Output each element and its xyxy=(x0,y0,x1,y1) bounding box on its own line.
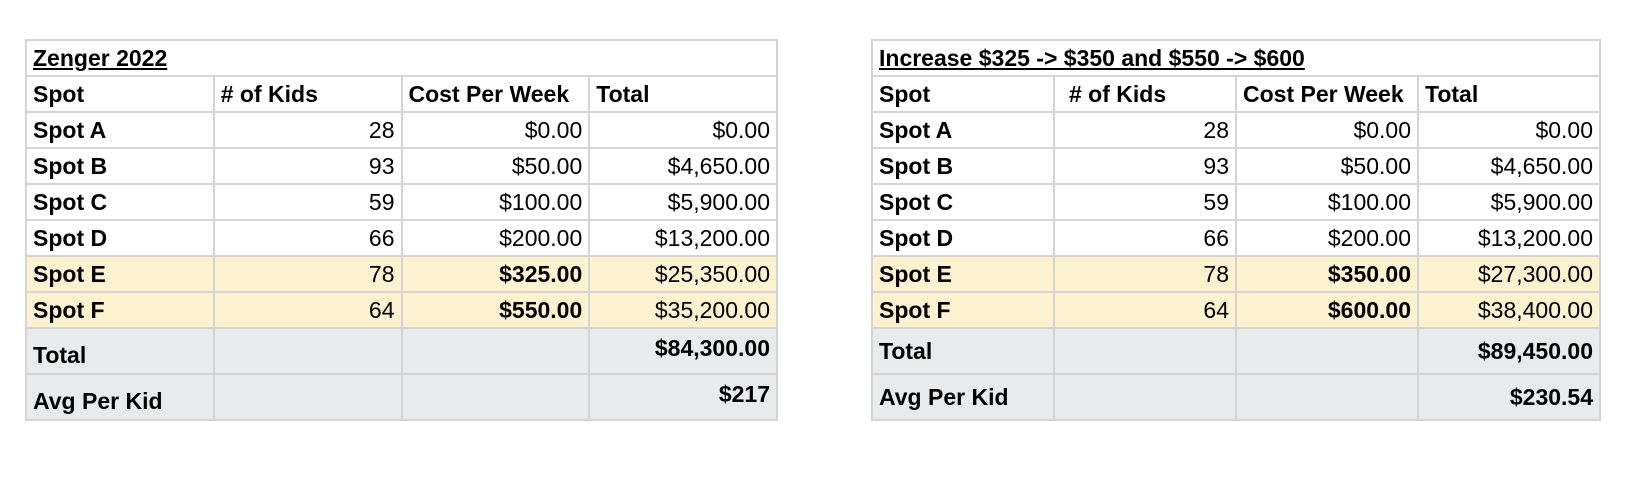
empty-cell[interactable] xyxy=(212,327,403,375)
spot-cell[interactable]: Spot F xyxy=(871,291,1055,329)
total-cell[interactable]: $25,350.00 xyxy=(588,255,778,293)
total-cell[interactable]: $5,900.00 xyxy=(1417,183,1601,221)
kids-cell[interactable]: 64 xyxy=(212,291,403,329)
kids-cell[interactable]: 64 xyxy=(1053,291,1237,329)
header-spot[interactable]: Spot xyxy=(871,75,1055,113)
header-cost-per-week[interactable]: Cost Per Week xyxy=(1235,75,1419,113)
kids-cell[interactable]: 78 xyxy=(1053,255,1237,293)
header-row: Spot # of Kids Cost Per Week Total xyxy=(25,75,778,113)
spot-cell[interactable]: Spot D xyxy=(25,219,215,257)
total-cell[interactable]: $4,650.00 xyxy=(1417,147,1601,185)
table-row-highlighted: Spot F 64 $550.00 $35,200.00 xyxy=(25,291,778,329)
kids-cell[interactable]: 66 xyxy=(212,219,403,257)
empty-cell[interactable] xyxy=(212,373,403,421)
spot-cell[interactable]: Spot E xyxy=(25,255,215,293)
total-cell[interactable]: $0.00 xyxy=(1417,111,1601,149)
header-kids[interactable]: # of Kids xyxy=(212,75,403,113)
cost-cell[interactable]: $325.00 xyxy=(400,255,591,293)
table-row-highlighted: Spot E 78 $350.00 $27,300.00 xyxy=(871,255,1601,293)
kids-cell[interactable]: 59 xyxy=(1053,183,1237,221)
table-title[interactable]: Zenger 2022 xyxy=(25,39,778,77)
grand-total-value[interactable]: $84,300.00 xyxy=(588,327,778,375)
table-row: Spot D 66 $200.00 $13,200.00 xyxy=(25,219,778,257)
kids-cell[interactable]: 78 xyxy=(212,255,403,293)
spot-cell[interactable]: Spot B xyxy=(25,147,215,185)
header-total[interactable]: Total xyxy=(1417,75,1601,113)
empty-cell[interactable] xyxy=(1235,327,1419,375)
empty-cell[interactable] xyxy=(400,373,591,421)
header-spot[interactable]: Spot xyxy=(25,75,215,113)
cost-cell[interactable]: $200.00 xyxy=(1235,219,1419,257)
spot-cell[interactable]: Spot C xyxy=(871,183,1055,221)
total-cell[interactable]: $13,200.00 xyxy=(1417,219,1601,257)
avg-per-kid-value[interactable]: $230.54 xyxy=(1417,373,1601,421)
total-label[interactable]: Total xyxy=(25,327,215,375)
total-row: Total $89,450.00 xyxy=(871,327,1601,375)
avg-per-kid-value[interactable]: $217 xyxy=(588,373,778,421)
header-row: Spot # of Kids Cost Per Week Total xyxy=(871,75,1601,113)
total-row: Total $84,300.00 xyxy=(25,327,778,375)
table-title[interactable]: Increase $325 -> $350 and $550 -> $600 xyxy=(871,39,1601,77)
kids-cell[interactable]: 59 xyxy=(212,183,403,221)
cost-cell[interactable]: $100.00 xyxy=(1235,183,1419,221)
table-row: Spot A 28 $0.00 $0.00 xyxy=(871,111,1601,149)
total-cell[interactable]: $5,900.00 xyxy=(588,183,778,221)
table-row: Spot D 66 $200.00 $13,200.00 xyxy=(871,219,1601,257)
kids-cell[interactable]: 66 xyxy=(1053,219,1237,257)
title-row: Zenger 2022 xyxy=(25,39,778,77)
table-row: Spot C 59 $100.00 $5,900.00 xyxy=(871,183,1601,221)
spot-cell[interactable]: Spot E xyxy=(871,255,1055,293)
header-total[interactable]: Total xyxy=(588,75,778,113)
kids-cell[interactable]: 28 xyxy=(212,111,403,149)
avg-row: Avg Per Kid $230.54 xyxy=(871,373,1601,421)
total-cell[interactable]: $0.00 xyxy=(588,111,778,149)
kids-cell[interactable]: 28 xyxy=(1053,111,1237,149)
table-row: Spot C 59 $100.00 $5,900.00 xyxy=(25,183,778,221)
grand-total-value[interactable]: $89,450.00 xyxy=(1417,327,1601,375)
avg-row: Avg Per Kid $217 xyxy=(25,373,778,421)
spot-cell[interactable]: Spot B xyxy=(871,147,1055,185)
total-cell[interactable]: $4,650.00 xyxy=(588,147,778,185)
sheet-increase-scenario: Increase $325 -> $350 and $550 -> $600 S… xyxy=(871,39,1601,421)
avg-label[interactable]: Avg Per Kid xyxy=(871,373,1055,421)
total-cell[interactable]: $13,200.00 xyxy=(588,219,778,257)
cost-cell[interactable]: $550.00 xyxy=(400,291,591,329)
empty-cell[interactable] xyxy=(1235,373,1419,421)
table-row-highlighted: Spot F 64 $600.00 $38,400.00 xyxy=(871,291,1601,329)
kids-cell[interactable]: 93 xyxy=(1053,147,1237,185)
cost-cell[interactable]: $0.00 xyxy=(1235,111,1419,149)
spot-cell[interactable]: Spot C xyxy=(25,183,215,221)
total-label[interactable]: Total xyxy=(871,327,1055,375)
table-row-highlighted: Spot E 78 $325.00 $25,350.00 xyxy=(25,255,778,293)
spot-cell[interactable]: Spot D xyxy=(871,219,1055,257)
table-row: Spot A 28 $0.00 $0.00 xyxy=(25,111,778,149)
cost-cell[interactable]: $50.00 xyxy=(1235,147,1419,185)
total-cell[interactable]: $35,200.00 xyxy=(588,291,778,329)
spot-cell[interactable]: Spot F xyxy=(25,291,215,329)
spot-cell[interactable]: Spot A xyxy=(871,111,1055,149)
table-row: Spot B 93 $50.00 $4,650.00 xyxy=(25,147,778,185)
avg-label[interactable]: Avg Per Kid xyxy=(25,373,215,421)
spot-cell[interactable]: Spot A xyxy=(25,111,215,149)
header-kids[interactable]: # of Kids xyxy=(1053,75,1237,113)
cost-cell[interactable]: $100.00 xyxy=(400,183,591,221)
total-cell[interactable]: $27,300.00 xyxy=(1417,255,1601,293)
empty-cell[interactable] xyxy=(1053,327,1237,375)
cost-cell[interactable]: $200.00 xyxy=(400,219,591,257)
empty-cell[interactable] xyxy=(400,327,591,375)
total-cell[interactable]: $38,400.00 xyxy=(1417,291,1601,329)
cost-cell[interactable]: $350.00 xyxy=(1235,255,1419,293)
sheet-zenger-2022: Zenger 2022 Spot # of Kids Cost Per Week… xyxy=(25,39,778,421)
cost-cell[interactable]: $600.00 xyxy=(1235,291,1419,329)
cost-cell[interactable]: $50.00 xyxy=(400,147,591,185)
kids-cell[interactable]: 93 xyxy=(212,147,403,185)
cost-cell[interactable]: $0.00 xyxy=(400,111,591,149)
empty-cell[interactable] xyxy=(1053,373,1237,421)
header-cost-per-week[interactable]: Cost Per Week xyxy=(400,75,591,113)
table-row: Spot B 93 $50.00 $4,650.00 xyxy=(871,147,1601,185)
title-row: Increase $325 -> $350 and $550 -> $600 xyxy=(871,39,1601,77)
